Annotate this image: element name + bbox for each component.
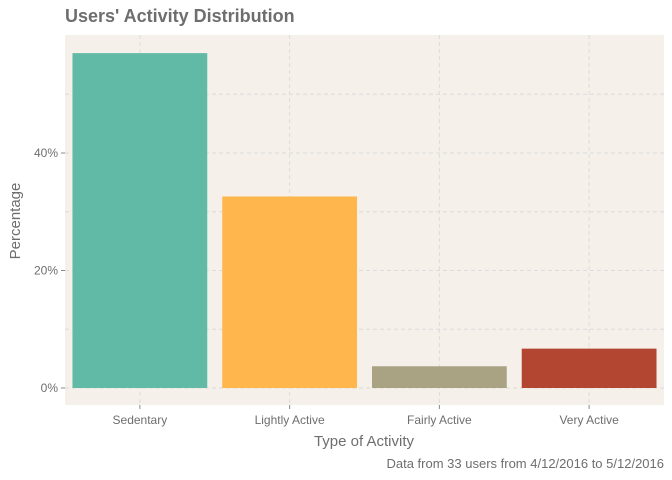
x-axis-label: Type of Activity	[314, 433, 415, 450]
bar-lightly-active	[222, 196, 358, 388]
y-axis: 0% 20% 40%	[34, 146, 65, 395]
bars	[72, 53, 657, 388]
chart-caption: Data from 33 users from 4/12/2016 to 5/1…	[386, 456, 664, 471]
x-tick-label: Lightly Active	[255, 413, 325, 427]
x-tick-label: Fairly Active	[407, 413, 472, 427]
chart-title: Users' Activity Distribution	[65, 6, 295, 26]
bar-very-active	[521, 348, 657, 388]
bar-fairly-active	[371, 366, 507, 388]
y-tick-label: 40%	[34, 146, 58, 160]
x-axis: Sedentary Lightly Active Fairly Active Very…	[113, 405, 619, 427]
x-tick-label: Very Active	[559, 413, 619, 427]
y-tick-label: 0%	[41, 381, 59, 395]
x-tick-label: Sedentary	[113, 413, 168, 427]
bar-sedentary	[72, 53, 208, 388]
y-tick-label: 20%	[34, 264, 58, 278]
y-axis-label: Percentage	[7, 183, 24, 260]
